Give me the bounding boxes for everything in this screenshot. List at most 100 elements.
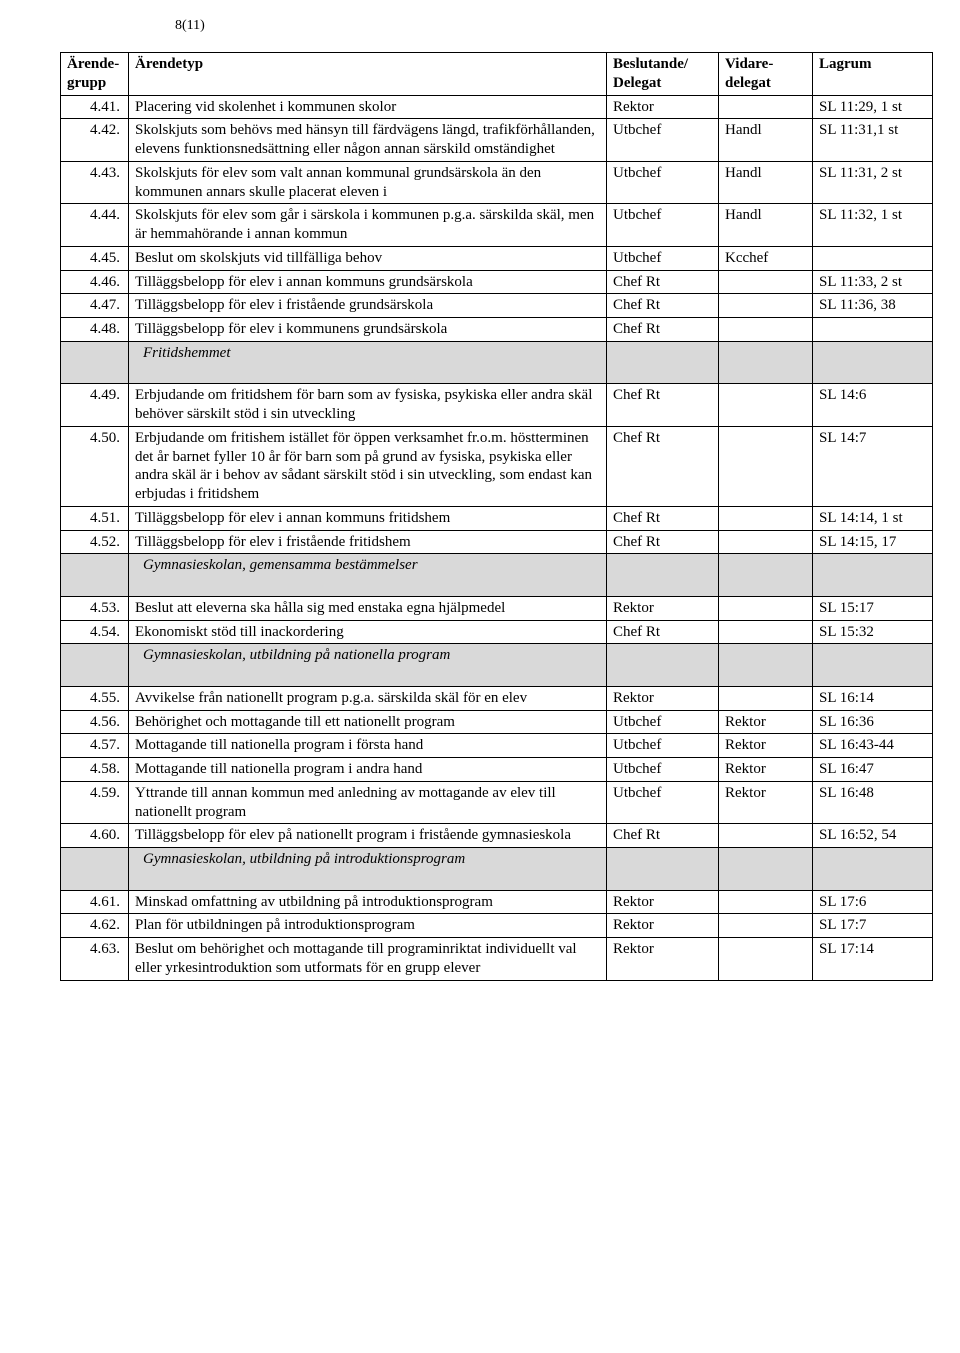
section-empty-cell [719,341,813,384]
row-type: Ekonomiskt stöd till inackordering [129,620,607,644]
row-type: Behörighet och mottagande till ett natio… [129,710,607,734]
row-further [719,824,813,848]
row-law: SL 15:32 [813,620,933,644]
row-further: Rektor [719,758,813,782]
row-further [719,426,813,506]
row-number: 4.43. [61,161,129,204]
row-type: Tilläggsbelopp för elev i kommunens grun… [129,318,607,342]
table-row: 4.43.Skolskjuts för elev som valt annan … [61,161,933,204]
row-type: Placering vid skolenhet i kommunen skolo… [129,95,607,119]
row-number: 4.49. [61,384,129,427]
row-further: Rektor [719,710,813,734]
row-decider: Utbchef [607,781,719,824]
section-empty-cell [607,644,719,687]
table-row: 4.51.Tilläggsbelopp för elev i annan kom… [61,506,933,530]
table-row: 4.57.Mottagande till nationella program … [61,734,933,758]
section-empty-cell [719,848,813,891]
row-type: Mottagande till nationella program i and… [129,758,607,782]
row-decider: Rektor [607,938,719,981]
row-further [719,596,813,620]
section-label: Gymnasieskolan, utbildning på introdukti… [129,848,607,891]
section-label: Gymnasieskolan, gemensamma bestämmelser [129,554,607,597]
section-empty-cell [61,341,129,384]
row-law: SL 14:7 [813,426,933,506]
row-type: Skolskjuts för elev som valt annan kommu… [129,161,607,204]
section-empty-cell [719,554,813,597]
row-law: SL 16:48 [813,781,933,824]
table-row: 4.55.Avvikelse från nationellt program p… [61,686,933,710]
row-law: SL 14:6 [813,384,933,427]
row-number: 4.50. [61,426,129,506]
section-row: Gymnasieskolan, utbildning på introdukti… [61,848,933,891]
table-row: 4.62.Plan för utbildningen på introdukti… [61,914,933,938]
row-type: Tilläggsbelopp för elev i fristående fri… [129,530,607,554]
table-row: 4.50.Erbjudande om fritishem istället fö… [61,426,933,506]
row-law: SL 16:14 [813,686,933,710]
row-number: 4.51. [61,506,129,530]
row-type: Yttrande till annan kommun med anledning… [129,781,607,824]
row-decider: Chef Rt [607,620,719,644]
row-number: 4.57. [61,734,129,758]
row-decider: Chef Rt [607,824,719,848]
row-type: Mottagande till nationella program i för… [129,734,607,758]
table-row: 4.47.Tilläggsbelopp för elev i friståend… [61,294,933,318]
row-law [813,246,933,270]
row-further [719,620,813,644]
col-header-decider: Beslutande/ Delegat [607,53,719,96]
col-header-decider-line2: Delegat [613,75,661,91]
row-decider: Chef Rt [607,530,719,554]
table-row: 4.53.Beslut att eleverna ska hålla sig m… [61,596,933,620]
section-label: Fritidshemmet [129,341,607,384]
row-further [719,530,813,554]
row-law: SL 11:31, 2 st [813,161,933,204]
row-decider: Utbchef [607,204,719,247]
delegation-table: Ärende- grupp Ärendetyp Beslutande/ Dele… [60,52,933,981]
row-type: Erbjudande om fritidshem för barn som av… [129,384,607,427]
row-type: Beslut om behörighet och mottagande till… [129,938,607,981]
row-further: Handl [719,161,813,204]
section-row: Gymnasieskolan, gemensamma bestämmelser [61,554,933,597]
row-further [719,686,813,710]
row-decider: Chef Rt [607,426,719,506]
document-page: 8(11) Ärende- grupp Ärendetyp Beslutande… [0,0,960,1009]
table-body: 4.41.Placering vid skolenhet i kommunen … [61,95,933,980]
row-number: 4.58. [61,758,129,782]
table-header-row: Ärende- grupp Ärendetyp Beslutande/ Dele… [61,53,933,96]
row-decider: Chef Rt [607,270,719,294]
row-number: 4.45. [61,246,129,270]
table-row: 4.48.Tilläggsbelopp för elev i kommunens… [61,318,933,342]
section-empty-cell [719,644,813,687]
col-header-decider-line1: Beslutande/ [613,56,688,72]
row-law: SL 17:14 [813,938,933,981]
section-empty-cell [813,644,933,687]
row-law: SL 11:29, 1 st [813,95,933,119]
row-decider: Utbchef [607,710,719,734]
row-type: Beslut om skolskjuts vid tillfälliga beh… [129,246,607,270]
table-row: 4.59.Yttrande till annan kommun med anle… [61,781,933,824]
row-type: Tilläggsbelopp för elev i annan kommuns … [129,506,607,530]
table-row: 4.45.Beslut om skolskjuts vid tillfällig… [61,246,933,270]
row-further [719,270,813,294]
col-header-group: Ärende- grupp [61,53,129,96]
row-further [719,384,813,427]
row-further: Rektor [719,734,813,758]
col-header-law: Lagrum [813,53,933,96]
row-decider: Rektor [607,686,719,710]
table-row: 4.56.Behörighet och mottagande till ett … [61,710,933,734]
table-row: 4.41.Placering vid skolenhet i kommunen … [61,95,933,119]
row-further [719,95,813,119]
row-further: Rektor [719,781,813,824]
table-row: 4.54.Ekonomiskt stöd till inackorderingC… [61,620,933,644]
row-number: 4.47. [61,294,129,318]
row-decider: Rektor [607,95,719,119]
row-law: SL 11:36, 38 [813,294,933,318]
table-row: 4.49.Erbjudande om fritidshem för barn s… [61,384,933,427]
section-label: Gymnasieskolan, utbildning på nationella… [129,644,607,687]
row-decider: Rektor [607,914,719,938]
row-law: SL 17:6 [813,890,933,914]
row-further: Handl [719,119,813,162]
row-number: 4.48. [61,318,129,342]
row-number: 4.54. [61,620,129,644]
row-further [719,506,813,530]
row-decider: Utbchef [607,119,719,162]
